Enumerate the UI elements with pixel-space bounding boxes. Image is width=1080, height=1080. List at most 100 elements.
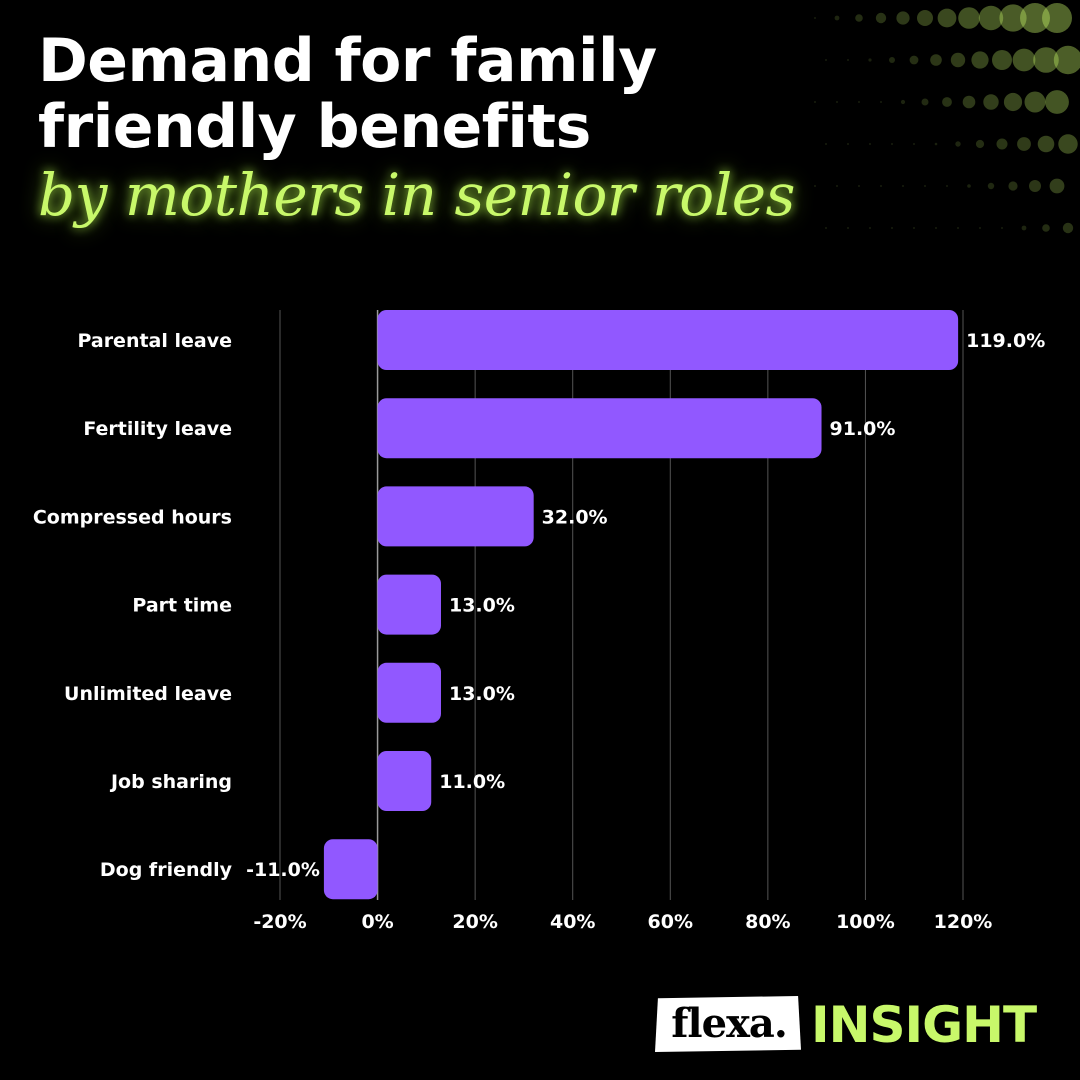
decorative-dot [880, 101, 882, 103]
decorative-dot [909, 55, 919, 65]
decorative-dot [950, 52, 966, 68]
bar [377, 751, 432, 811]
decorative-dot [1029, 180, 1041, 192]
category-label: Unlimited leave [64, 683, 232, 705]
decorative-dot [847, 143, 849, 145]
data-label: 11.0% [439, 771, 505, 793]
decorative-dot [836, 101, 838, 103]
decorative-dot [935, 227, 937, 229]
x-tick-label: 120% [934, 911, 993, 933]
decorative-dot [917, 10, 933, 26]
decorative-dot [1001, 227, 1003, 229]
x-tick-label: 100% [836, 911, 895, 933]
data-label: 13.0% [449, 683, 515, 705]
decorative-dot [825, 59, 827, 61]
decorative-dot [971, 51, 989, 69]
decorative-dot [868, 58, 872, 62]
decorative-dot [983, 94, 999, 110]
x-tick-label: -20% [253, 911, 306, 933]
category-label: Compressed hours [33, 506, 232, 528]
decorative-dot [891, 143, 893, 145]
decorative-dot [946, 185, 948, 187]
decorative-dot [937, 8, 957, 28]
data-label: 91.0% [830, 418, 896, 440]
decorative-dot [957, 227, 959, 229]
bar [377, 398, 822, 459]
decorative-dot [896, 11, 910, 25]
decorative-dot [889, 57, 895, 63]
decorative-dot [855, 14, 863, 22]
decorative-dot [1037, 135, 1055, 153]
data-label: 32.0% [542, 506, 608, 528]
category-label: Dog friendly [100, 859, 233, 881]
decorative-dot [814, 101, 816, 103]
decorative-dot [924, 185, 926, 187]
decorative-dot [996, 138, 1008, 150]
decorative-dot [979, 227, 981, 229]
bar [323, 839, 378, 900]
decorative-dot [921, 98, 929, 106]
x-tick-label: 80% [745, 911, 790, 933]
decorative-dot [967, 184, 971, 188]
decorative-dot [1024, 91, 1046, 113]
decorative-dot [1017, 137, 1031, 151]
category-label: Fertility leave [83, 418, 232, 440]
decorative-dot [987, 182, 995, 190]
category-label: Parental leave [77, 330, 232, 352]
bar [377, 486, 534, 547]
decorative-dot [934, 142, 938, 146]
chart-title-line-1: Demand for family [38, 26, 657, 96]
decorative-dot [1042, 3, 1072, 33]
logo-insight-label: INSIGHT [811, 996, 1037, 1054]
x-tick-label: 0% [361, 911, 393, 933]
decorative-dot [834, 15, 840, 21]
decorative-dot [1012, 48, 1036, 72]
bar [377, 310, 959, 370]
decorative-dot [1020, 3, 1050, 33]
decorative-dot [891, 227, 893, 229]
decorative-dot [992, 50, 1012, 70]
chart-title-line-2: friendly benefits [38, 92, 591, 162]
decorative-dot [814, 185, 816, 187]
decorative-dot [869, 143, 871, 145]
decorative-dot [1033, 47, 1059, 73]
decorative-dot [875, 12, 887, 24]
decorative-dot [902, 185, 904, 187]
decorative-dot [880, 185, 882, 187]
decorative-dot-pattern [814, 3, 1080, 234]
category-label: Part time [132, 595, 232, 617]
decorative-dot [955, 141, 961, 147]
logo-wordmark: flexa. [671, 1000, 788, 1047]
decorative-dot [1053, 45, 1080, 75]
decorative-dot [1008, 181, 1018, 191]
decorative-dot [1042, 224, 1050, 232]
decorative-dot [858, 101, 860, 103]
flexa-insight-logo: flexa. INSIGHT [655, 992, 1055, 1058]
decorative-dot [930, 54, 942, 66]
x-tick-label: 60% [648, 911, 693, 933]
decorative-dot [1049, 178, 1065, 194]
logo-plate [655, 996, 801, 1052]
decorative-dot [869, 227, 871, 229]
decorative-dot [1045, 90, 1069, 114]
decorative-dot [975, 139, 985, 149]
bar [377, 662, 441, 723]
decorative-dot [942, 97, 952, 107]
decorative-dot [814, 17, 816, 19]
decorative-dot [1003, 92, 1023, 112]
data-label: 13.0% [449, 595, 515, 617]
decorative-dot [836, 185, 838, 187]
decorative-dot [958, 7, 980, 29]
bar-chart: -20% 0% 20% 40% 60% 80% 100% 120% Parental leave… [33, 310, 1045, 933]
decorative-dot [1058, 134, 1078, 154]
decorative-dot [825, 227, 827, 229]
bar [377, 574, 441, 635]
title-block: Demand for family friendly benefits by m… [38, 28, 938, 230]
decorative-dot [1062, 222, 1074, 234]
category-label: Job sharing [109, 771, 232, 793]
decorative-dot [962, 95, 976, 109]
decorative-dot [847, 227, 849, 229]
data-label: 119.0% [966, 330, 1045, 352]
x-tick-label: 20% [452, 911, 497, 933]
decorative-dot [1021, 225, 1027, 231]
